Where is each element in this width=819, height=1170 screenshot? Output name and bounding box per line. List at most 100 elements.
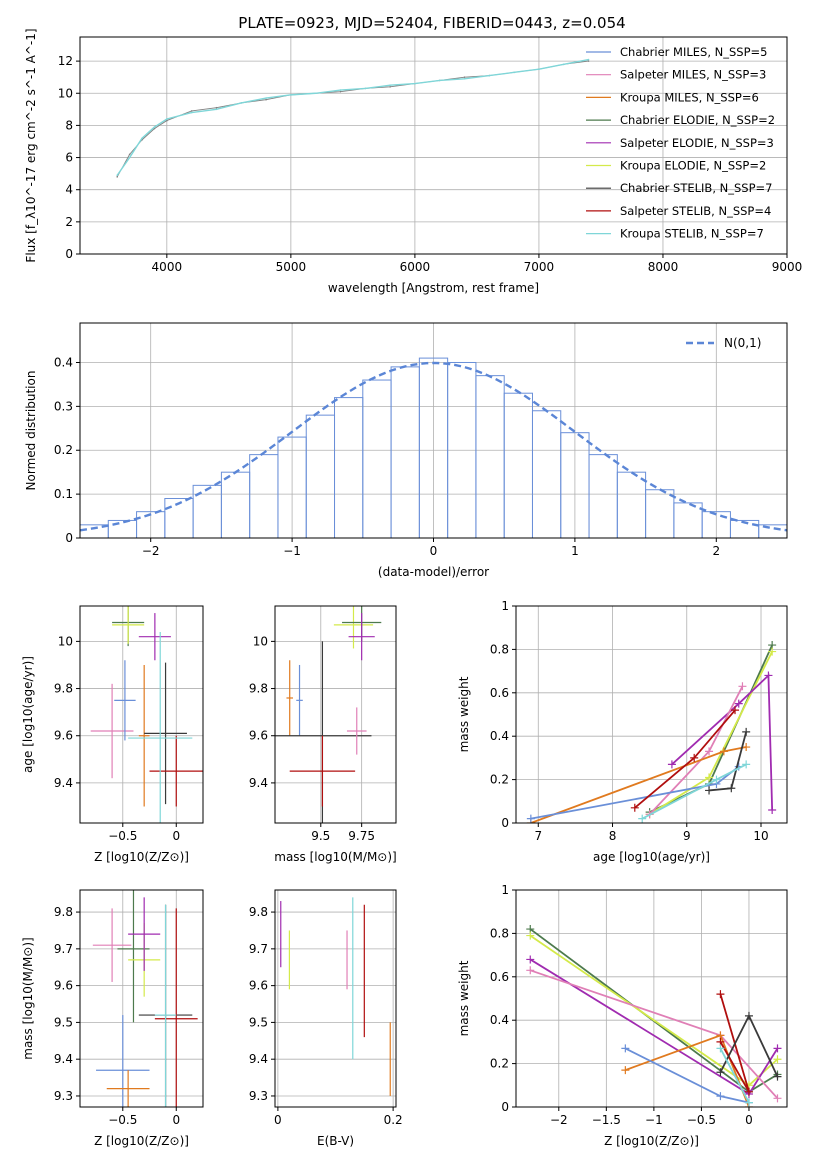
data-point [734, 699, 743, 708]
y-tick-label: 0.6 [490, 970, 509, 984]
y-tick-label: 0.8 [490, 642, 509, 656]
axes-residuals: −2 −1 0 1 2 0 0.1 0.2 0.3 0.4 (data-model)/error No… [24, 322, 788, 579]
y-tick-label: 0 [501, 816, 509, 830]
plot-background [516, 606, 787, 823]
data-point [630, 803, 639, 812]
data-point [240, 102, 243, 104]
axes-mass_vs_EBV: 0 0.2 9.3 9.4 9.5 9.6 9.7 9.8 E(B-V) [249, 889, 403, 1148]
data-point [719, 747, 728, 756]
y-tick-label: 0.6 [490, 686, 509, 700]
y-axis-label: Normed distribution [24, 371, 38, 491]
data-point [716, 1092, 725, 1101]
data-point [742, 727, 751, 736]
x-axis-label: age [log10(age/yr)] [593, 850, 710, 864]
y-tick-label: 0.2 [490, 1057, 509, 1071]
data-point [339, 89, 342, 91]
data-point [773, 1094, 782, 1103]
data-point [215, 108, 218, 111]
x-tick-label: 0 [745, 1113, 753, 1127]
data-point [538, 68, 540, 70]
series-line [671, 673, 774, 811]
plot-content [116, 58, 590, 178]
data-point [116, 176, 119, 178]
plot-background [80, 37, 787, 254]
y-tick-label: 9.5 [249, 1015, 268, 1029]
y-tick-label: 9.6 [54, 979, 73, 993]
x-tick-label: 0 [430, 544, 438, 558]
data-point [587, 60, 590, 62]
x-tick-label: 7 [534, 829, 542, 843]
data-point [265, 98, 267, 101]
x-tick-label: −1 [645, 1113, 663, 1127]
data-point [265, 97, 267, 99]
plot-content [526, 641, 777, 823]
y-tick-label: 10 [58, 86, 73, 100]
y-tick-label: 9.3 [54, 1089, 73, 1103]
data-point [773, 1072, 782, 1081]
plot-frame [79, 322, 788, 539]
x-tick-label: −0.5 [108, 1113, 137, 1127]
grid [80, 606, 203, 823]
y-axis-label: age [log10(age/yr)] [21, 656, 35, 773]
data-point [764, 671, 773, 680]
y-tick-label: 0.4 [490, 729, 509, 743]
plot-content [92, 890, 198, 1107]
x-axis-label: Z [log10(Z/Z⊙)] [604, 1134, 699, 1148]
data-point [526, 966, 535, 975]
x-axis-label: E(B-V) [317, 1134, 354, 1148]
plot-content [90, 606, 203, 823]
data-point [690, 753, 699, 762]
axes-mass_weight_vs_age: 7 8 9 10 0 0.2 0.4 0.6 0.8 1 age [log10(age/yr)] ma… [457, 599, 788, 864]
data-point [463, 76, 466, 78]
axes-mass_vs_Z: −0.5 0 9.3 9.4 9.5 9.6 9.7 9.8 Z [log10(Z/Z⊙)] ma… [21, 889, 204, 1148]
x-axis-label: Z [log10(Z/Z⊙)] [94, 850, 189, 864]
legend-entry: N(0,1) [724, 336, 761, 350]
x-axis-label: Z [log10(Z/Z⊙)] [94, 1134, 189, 1148]
data-point [768, 805, 777, 814]
y-axis-label: Flux [f_λ10^-17 erg cm^-2 s^-1 A^-1] [24, 28, 38, 262]
data-point [738, 682, 747, 691]
axes-age_vs_Z: −0.5 0 9.4 9.6 9.8 10 Z [log10(Z/Z⊙)] age [log1… [21, 605, 204, 864]
axes-spectrum: 4000 5000 6000 7000 8000 9000 0 2 4 6 8 10 12 wavelen… [24, 28, 802, 295]
y-tick-label: 10 [58, 634, 73, 648]
series-line-model [116, 58, 589, 176]
data-point [621, 1066, 630, 1075]
data-point [731, 706, 740, 715]
y-tick-label: 0 [65, 247, 73, 261]
data-point [215, 106, 218, 109]
legend-entry: Salpeter MILES, N_SSP=3 [620, 68, 766, 82]
y-tick-label: 0.3 [54, 399, 73, 413]
plot-frame [79, 605, 204, 824]
x-axis-label: mass [log10(M/M⊙)] [274, 850, 396, 864]
x-tick-label: 9.5 [311, 829, 330, 843]
y-tick-label: 0.2 [54, 443, 73, 457]
plot-background [80, 606, 203, 823]
axes-root: 4000 5000 6000 7000 8000 9000024681012wavelen… [21, 28, 802, 1148]
legend-entry: Kroupa ELODIE, N_SSP=2 [620, 159, 766, 173]
data-point [705, 773, 714, 782]
plot-frame [274, 605, 397, 824]
legend: Chabrier MILES, N_SSP=5 Salpeter MILES, N… [586, 45, 775, 241]
legend-entry: Chabrier ELODIE, N_SSP=2 [620, 113, 775, 127]
x-tick-label: 9 [683, 829, 691, 843]
data-point [744, 1087, 753, 1096]
data-point [414, 82, 416, 85]
data-point [166, 119, 168, 122]
x-tick-label: 9000 [772, 260, 803, 274]
plot-content [280, 897, 391, 1096]
plot-frame [515, 889, 788, 1108]
plot-frame [79, 889, 204, 1108]
legend-entry: Chabrier MILES, N_SSP=5 [620, 45, 767, 59]
plot-background [275, 606, 396, 823]
data-point [742, 760, 751, 769]
data-point [526, 931, 535, 940]
y-tick-label: 9.4 [249, 1052, 268, 1066]
y-tick-label: 4 [65, 183, 73, 197]
y-tick-label: 9.5 [54, 1015, 73, 1029]
x-tick-label: −0.5 [108, 829, 137, 843]
plot-content [526, 925, 782, 1107]
plot-background [275, 890, 396, 1107]
data-point [716, 1068, 725, 1077]
x-tick-label: −0.5 [687, 1113, 716, 1127]
data-point [727, 784, 736, 793]
